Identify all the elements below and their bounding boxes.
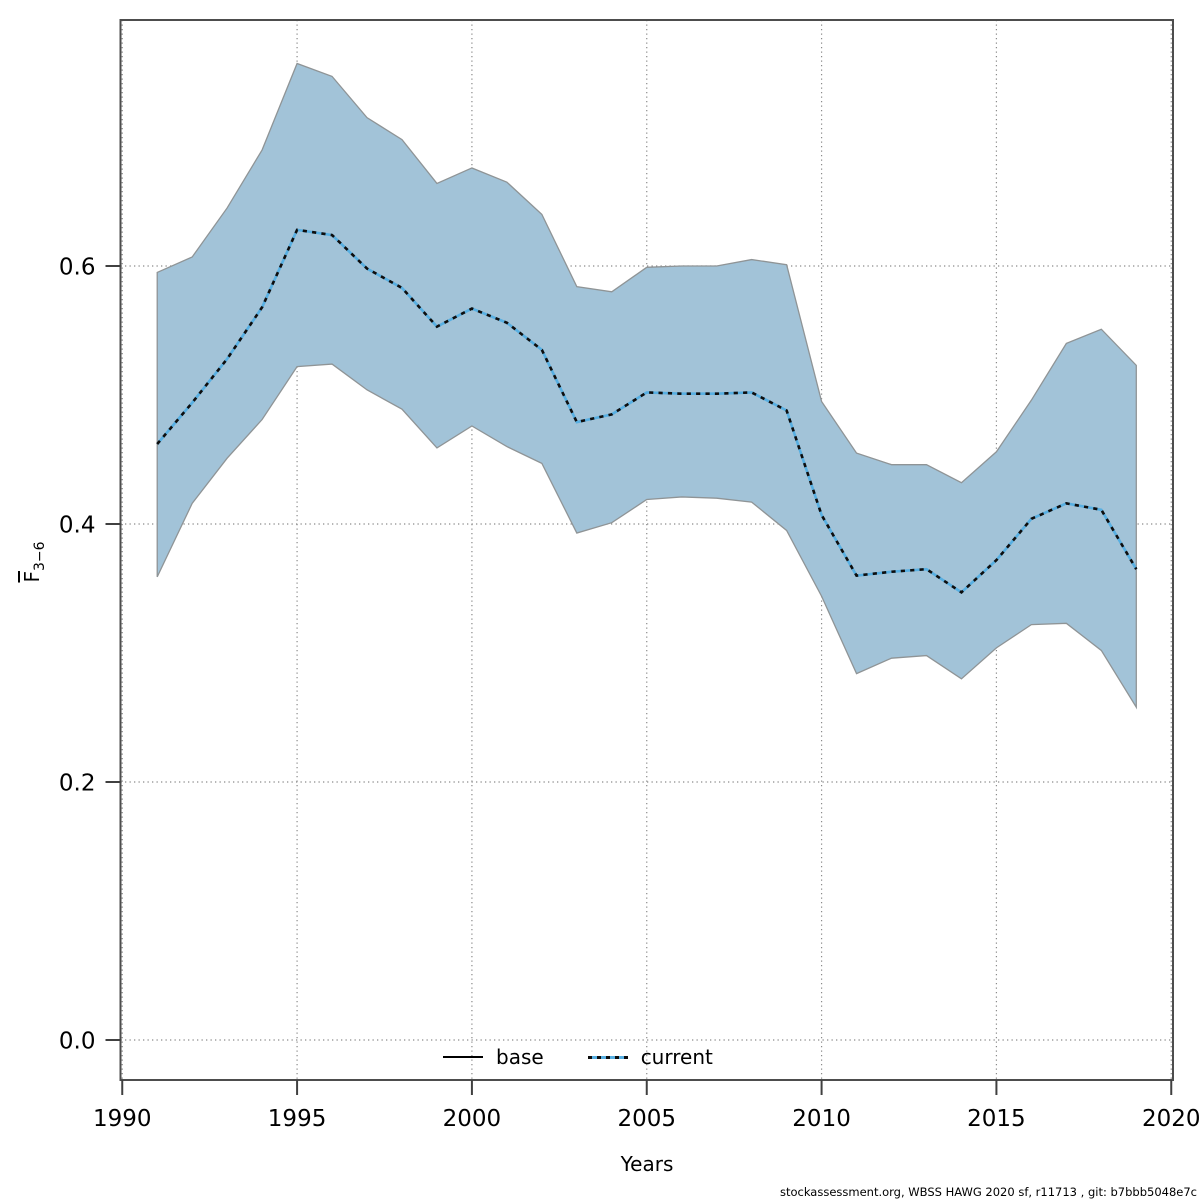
y-tick-label: 0.2 (59, 771, 96, 797)
x-tick-label: 2000 (443, 1106, 502, 1132)
legend-line-sample-base (443, 1055, 483, 1059)
y-axis-title: F3−6 (20, 482, 48, 642)
x-axis-title: Years (620, 1152, 674, 1176)
current-line (156, 228, 1138, 595)
x-tick-label: 2010 (792, 1106, 851, 1132)
current-confidence-band (156, 62, 1137, 710)
x-tick-label: 1995 (268, 1106, 327, 1132)
y-tick-label: 0.6 (59, 255, 96, 281)
y-tick-label: 0.0 (59, 1029, 96, 1055)
x-tick-label: 2005 (617, 1106, 676, 1132)
x-tick-label: 2015 (967, 1106, 1026, 1132)
legend-line-sample-current (587, 1055, 628, 1059)
x-tick-label: 1990 (93, 1106, 152, 1132)
legend-label-current: current (640, 1045, 713, 1069)
legend-label-base: base (496, 1045, 544, 1069)
y-tick-label: 0.4 (59, 513, 96, 539)
legend: base current (443, 1044, 713, 1070)
y-axis-title-sub: 3−6 (32, 541, 48, 572)
x-tick-label: 2020 (1142, 1106, 1200, 1132)
y-axis-title-main: F (20, 571, 44, 583)
footer-credit: stockassessment.org, WBSS HAWG 2020 sf, … (779, 1185, 1197, 1199)
